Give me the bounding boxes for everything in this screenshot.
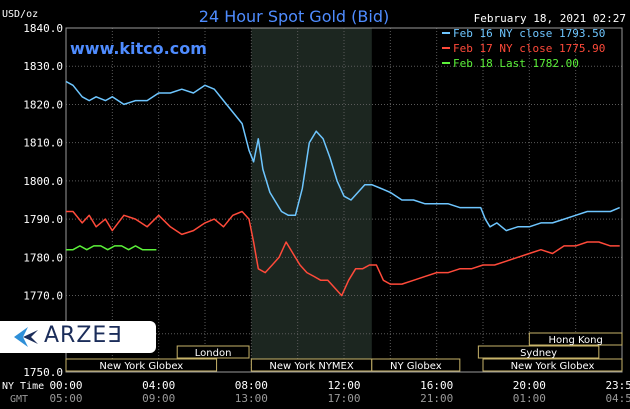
x-tick-label-ny: 12:00 (327, 379, 360, 392)
x-tick-label-gmt: 04:59 (605, 392, 630, 405)
market-session-label: Hong Kong (548, 335, 602, 346)
watermark-url: www.kitco.com (70, 39, 207, 58)
x-tick-label-ny: 23:59 (605, 379, 630, 392)
y-tick-label: 1780.0 (23, 251, 63, 264)
timestamp: February 18, 2021 02:27 (474, 12, 626, 25)
grid-lines (65, 27, 623, 373)
market-session-box (371, 358, 461, 372)
series-line-3 (66, 245, 157, 251)
x-tick-label-gmt: 09:00 (142, 392, 175, 405)
market-session-box (482, 358, 623, 372)
x-row1-label: NY Time (2, 381, 44, 392)
x-row2-label: GMT (10, 394, 28, 405)
series-line-2 (66, 210, 620, 297)
series-line-1 (65, 80, 620, 232)
y-tick-label: 1830.0 (23, 60, 63, 73)
arzee-mark-icon (14, 327, 38, 347)
market-session-label: New York Globex (511, 361, 595, 372)
arzee-logo: ARZE∃ (0, 321, 156, 353)
chart-title: 24 Hour Spot Gold (Bid) (199, 7, 389, 26)
market-session-box (528, 332, 623, 346)
nymex-session-band (251, 28, 372, 372)
unit-label: USD/oz (2, 9, 38, 20)
market-sessions: New York Globex London New York NYMEX NY Gl… (65, 332, 623, 372)
series-layer (65, 80, 620, 297)
y-tick-label: 1750.0 (23, 366, 63, 379)
x-tick-label-ny: 08:00 (235, 379, 268, 392)
x-tick-label-gmt: 21:00 (420, 392, 453, 405)
x-tick-label-gmt: 17:00 (327, 392, 360, 405)
market-session-box (477, 345, 600, 359)
x-tick-label-gmt: 13:00 (235, 392, 268, 405)
x-tick-label-gmt: 05:00 (49, 392, 82, 405)
y-tick-label: 1840.0 (23, 22, 63, 35)
market-session-label: NY Globex (390, 361, 442, 372)
x-tick-label-ny: 04:00 (142, 379, 175, 392)
legend-entry: Feb 17 NY close 1775.90 (453, 42, 605, 55)
y-tick-label: 1790.0 (23, 213, 63, 226)
x-tick-label-ny: 00:00 (49, 379, 82, 392)
market-session-label: New York Globex (99, 361, 183, 372)
y-tick-label: 1820.0 (23, 98, 63, 111)
x-tick-label-gmt: 01:00 (513, 392, 546, 405)
y-tick-label: 1810.0 (23, 137, 63, 150)
market-session-box (65, 358, 218, 372)
market-session-label: New York NYMEX (269, 361, 354, 372)
market-session-box (176, 345, 250, 359)
plot-frame (65, 27, 623, 373)
y-tick-label: 1770.0 (23, 290, 63, 303)
market-session-label: Sydney (520, 348, 557, 359)
y-tick-label: 1800.0 (23, 175, 63, 188)
market-session-label: London (195, 348, 232, 359)
legend-entry: Feb 16 NY close 1793.50 (453, 27, 605, 40)
legend-entry: Feb 18 Last 1782.00 (453, 57, 579, 70)
x-tick-label-ny: 20:00 (513, 379, 546, 392)
legend: Feb 16 NY close 1793.50 Feb 17 NY close 1… (442, 27, 605, 70)
x-tick-label-ny: 16:00 (420, 379, 453, 392)
logo-text: ARZE∃ (44, 323, 123, 348)
